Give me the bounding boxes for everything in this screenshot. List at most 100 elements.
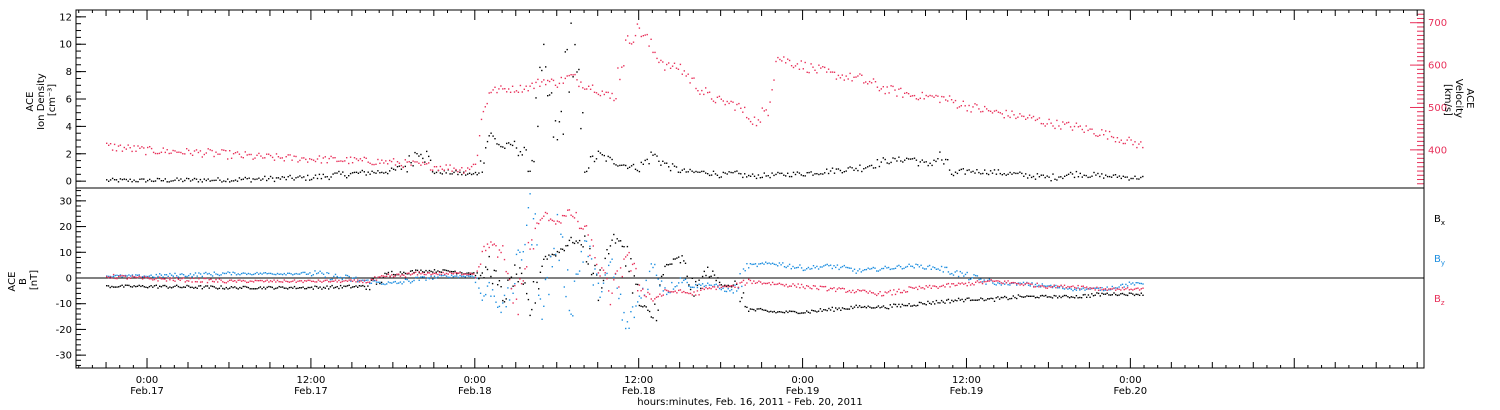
data-point	[1111, 285, 1113, 288]
data-point	[647, 288, 649, 291]
data-point	[902, 96, 904, 98]
data-point	[718, 287, 721, 290]
data-point	[564, 51, 566, 53]
data-point	[1126, 285, 1129, 287]
data-point	[588, 167, 590, 169]
data-point	[268, 285, 270, 288]
data-point	[361, 160, 363, 162]
data-point	[658, 160, 660, 162]
data-point	[196, 281, 198, 283]
data-point	[1070, 296, 1072, 298]
data-point	[1085, 125, 1087, 127]
data-point	[205, 152, 207, 154]
data-point	[722, 100, 724, 102]
data-point	[606, 272, 608, 275]
data-point	[968, 104, 970, 107]
data-point	[149, 146, 151, 148]
data-point	[584, 235, 586, 237]
data-point	[159, 285, 161, 287]
data-point	[725, 285, 728, 288]
data-point	[833, 172, 836, 174]
data-point	[1007, 115, 1009, 117]
data-point	[659, 285, 661, 287]
data-point	[636, 23, 639, 25]
data-point	[580, 227, 582, 230]
data-point	[922, 303, 924, 305]
data-point	[728, 171, 730, 173]
data-point	[523, 146, 525, 149]
data-point	[878, 89, 881, 92]
data-point	[451, 173, 453, 175]
data-point	[679, 63, 682, 66]
data-point	[126, 275, 128, 277]
data-point	[759, 177, 762, 179]
data-point	[246, 178, 248, 180]
data-point	[720, 176, 722, 178]
data-point	[850, 267, 852, 269]
data-point	[420, 273, 422, 275]
data-point	[1125, 283, 1127, 286]
data-point	[1039, 295, 1042, 297]
data-point	[696, 286, 699, 289]
data-point	[517, 154, 520, 157]
data-point	[469, 275, 472, 278]
data-point	[744, 305, 746, 308]
data-point	[281, 273, 284, 276]
data-point	[177, 285, 180, 288]
data-point	[266, 179, 268, 182]
data-point	[424, 161, 426, 163]
data-point	[180, 151, 182, 154]
data-point	[269, 175, 272, 178]
data-point	[1060, 176, 1062, 178]
data-point	[533, 160, 535, 163]
data-point	[1017, 282, 1020, 285]
data-point	[959, 299, 961, 301]
data-point	[556, 86, 559, 88]
data-point	[429, 159, 432, 161]
data-point	[765, 282, 767, 285]
data-point	[915, 159, 918, 161]
data-point	[371, 163, 373, 166]
data-point	[900, 87, 902, 90]
data-point	[742, 176, 744, 179]
data-point	[468, 172, 471, 174]
data-point	[658, 61, 660, 64]
data-point	[464, 276, 466, 278]
data-point	[1096, 292, 1098, 294]
data-point	[285, 287, 287, 289]
data-point	[782, 283, 784, 286]
data-point	[126, 278, 128, 280]
data-point	[1130, 139, 1132, 141]
data-point	[413, 272, 415, 275]
data-point	[1073, 125, 1076, 128]
data-point	[303, 157, 305, 159]
data-point	[317, 287, 320, 289]
data-point	[585, 261, 588, 263]
data-point	[184, 179, 186, 182]
data-point	[302, 271, 304, 274]
data-point	[621, 66, 623, 68]
data-point	[884, 291, 886, 293]
data-point	[882, 86, 884, 88]
data-point	[387, 273, 390, 275]
data-point	[689, 286, 692, 288]
data-point	[328, 288, 330, 290]
data-point	[896, 95, 898, 97]
data-point	[199, 273, 202, 275]
data-point	[910, 265, 912, 267]
data-point	[357, 159, 360, 162]
data-point	[170, 277, 173, 279]
data-point	[594, 268, 596, 270]
data-point	[1075, 170, 1078, 173]
data-point	[531, 308, 533, 311]
b-tick-label: -10	[56, 299, 72, 310]
data-point	[160, 274, 163, 276]
data-point	[392, 168, 395, 170]
data-point	[667, 291, 670, 294]
data-point	[456, 273, 458, 275]
data-point	[539, 298, 542, 300]
data-point	[312, 288, 314, 290]
data-point	[322, 280, 325, 282]
data-point	[647, 309, 649, 311]
data-point	[829, 71, 832, 73]
